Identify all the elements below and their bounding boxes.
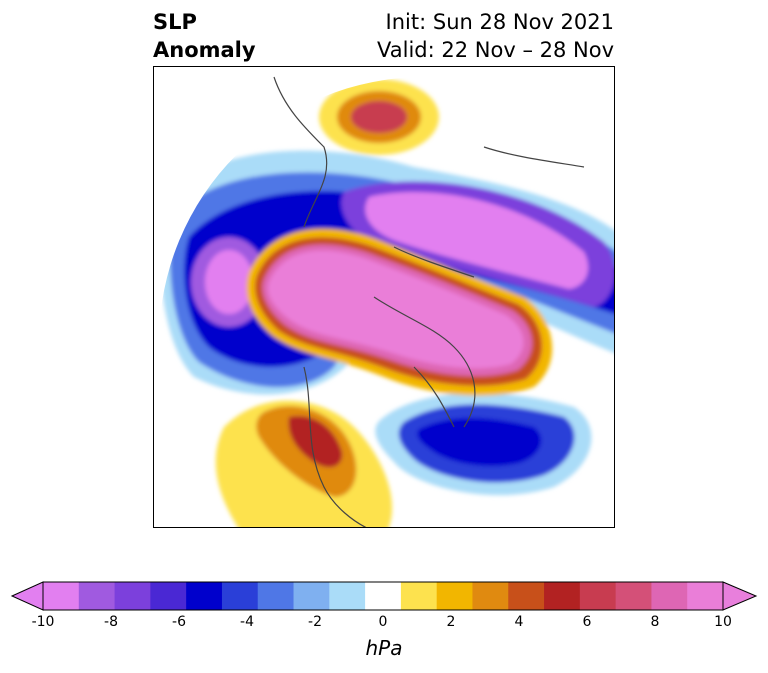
colorbar-tick-label: 10	[714, 614, 732, 630]
colorbar-segment	[365, 582, 402, 610]
map-title: SLP Anomaly	[153, 8, 256, 64]
colorbar-extend-max	[722, 581, 758, 611]
colorbar-segment	[687, 582, 724, 610]
colorbar-segment	[579, 582, 617, 610]
colorbar-segment	[615, 582, 652, 610]
colorbar-unit: hPa	[365, 636, 403, 660]
map-dates: Init: Sun 28 Nov 2021 Valid: 22 Nov – 28…	[377, 8, 614, 64]
map-panel	[153, 66, 615, 528]
colorbar-tick-label: -6	[172, 614, 186, 630]
colorbar-segment	[186, 582, 223, 610]
colorbar-tick-label: 4	[514, 614, 524, 630]
colorbar	[10, 580, 758, 616]
title-type: Anomaly	[153, 38, 256, 62]
colorbar-tick-label: -8	[104, 614, 118, 630]
colorbar-segment	[508, 582, 545, 610]
colorbar-border	[42, 581, 724, 611]
anomaly-map	[160, 76, 614, 527]
colorbar-segment	[544, 582, 581, 610]
colorbar-segment	[43, 582, 80, 610]
colorbar-tick-label: -10	[31, 614, 55, 630]
colorbar-extend-min	[10, 581, 44, 611]
colorbar-tick-label: 6	[582, 614, 592, 630]
colorbar-segment	[293, 582, 330, 610]
colorbar-segment	[114, 582, 151, 610]
colorbar-tick-label: -2	[308, 614, 322, 630]
coastlines	[273, 76, 585, 527]
colorbar-segment	[150, 582, 187, 610]
colorbar-segment	[472, 582, 509, 610]
colorbar-tick-label: 2	[446, 614, 456, 630]
init-date: Init: Sun 28 Nov 2021	[385, 10, 614, 34]
colorbar-segment	[221, 582, 259, 610]
colorbar-segment	[436, 582, 473, 610]
colorbar-tick-label: -4	[240, 614, 254, 630]
colorbar-segment	[78, 582, 116, 610]
colorbar-segment	[329, 582, 366, 610]
colorbar-graphic	[10, 581, 758, 611]
colorbar-segment	[257, 582, 295, 610]
colorbar-segment	[400, 582, 438, 610]
title-variable: SLP	[153, 10, 197, 34]
colorbar-tick-label: 0	[378, 614, 388, 630]
colorbar-tick-label: 8	[650, 614, 660, 630]
valid-range: Valid: 22 Nov – 28 Nov	[377, 38, 614, 62]
colorbar-segment	[651, 582, 688, 610]
